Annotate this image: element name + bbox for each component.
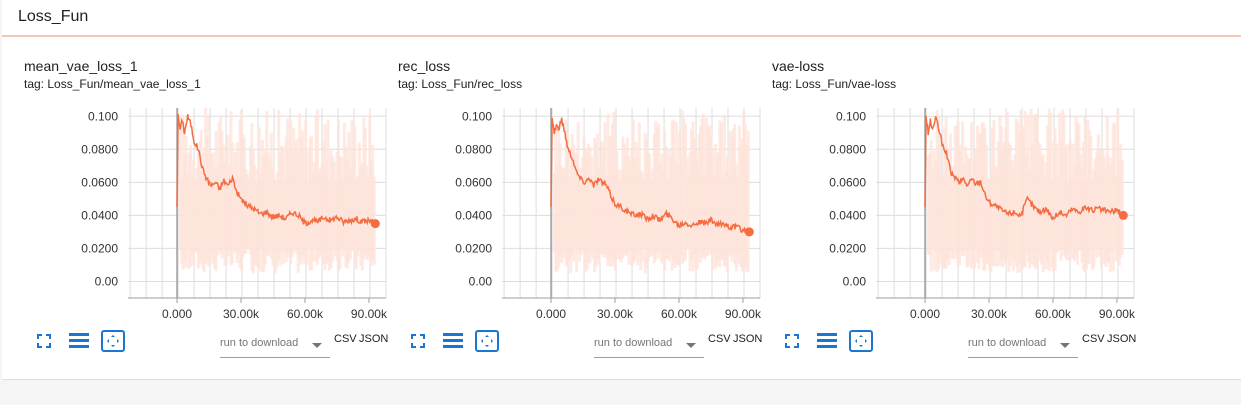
y-tick-label: 0.00 — [469, 274, 493, 288]
run-download-select[interactable]: run to download — [594, 335, 704, 358]
x-tick-label: 0.000 — [536, 307, 566, 321]
y-tick-label: 0.0200 — [829, 241, 866, 255]
y-tick-label: 0.00 — [843, 274, 867, 288]
card-title: Loss_Fun — [18, 8, 89, 25]
fit-domain-icon[interactable] — [849, 329, 873, 353]
card-header[interactable]: Loss_Fun — [2, 0, 1241, 37]
log-scale-icon[interactable] — [67, 329, 91, 353]
run-download-placeholder: run to download — [968, 337, 1047, 349]
y-tick-label: 0.0200 — [455, 241, 492, 255]
chart-tag: tag: Loss_Fun/mean_vae_loss_1 — [24, 77, 201, 91]
run-download-select[interactable]: run to download — [220, 335, 330, 358]
x-tick-label: 60.00k — [287, 307, 324, 321]
run-download-select[interactable]: run to download — [968, 335, 1078, 358]
y-tick-label: 0.0800 — [829, 142, 866, 156]
json-download-link[interactable]: JSON — [359, 333, 389, 345]
y-tick-label: 0.100 — [88, 109, 118, 123]
chart-plot[interactable]: 0.00 0.0200 0.0400 0.0600 0.0800 0.100 0.000 30… — [24, 102, 394, 322]
json-download-link[interactable]: JSON — [733, 333, 763, 345]
chart-title: vae-loss — [772, 58, 825, 74]
y-tick-label: 0.0600 — [81, 175, 118, 189]
smoothed-series-line — [176, 113, 376, 227]
y-tick-label: 0.100 — [836, 109, 866, 123]
y-tick-label: 0.100 — [462, 109, 492, 123]
fit-domain-icon[interactable] — [101, 329, 125, 353]
fit-domain-icon[interactable] — [475, 329, 499, 353]
x-tick-label: 30.00k — [597, 307, 634, 321]
chevron-down-icon — [312, 343, 322, 348]
chart-pane: vae-loss tag: Loss_Fun/vae-loss 0.00 0.02… — [772, 40, 1142, 370]
fullscreen-icon[interactable] — [406, 329, 430, 353]
y-tick-label: 0.0800 — [81, 142, 118, 156]
chart-plot[interactable]: 0.00 0.0200 0.0400 0.0600 0.0800 0.100 0.000 30… — [772, 102, 1142, 322]
fullscreen-icon[interactable] — [780, 329, 804, 353]
y-tick-label: 0.0800 — [455, 142, 492, 156]
y-tick-label: 0.0600 — [829, 175, 866, 189]
chart-tag: tag: Loss_Fun/rec_loss — [398, 77, 523, 91]
series-end-point — [744, 227, 754, 237]
chart-title: mean_vae_loss_1 — [24, 58, 138, 74]
x-tick-label: 0.000 — [162, 307, 192, 321]
run-download-placeholder: run to download — [594, 337, 673, 349]
fullscreen-icon[interactable] — [32, 329, 56, 353]
y-tick-label: 0.00 — [95, 274, 119, 288]
raw-data-band — [552, 110, 750, 274]
x-tick-label: 90.00k — [1099, 307, 1136, 321]
x-tick-label: 0.000 — [910, 307, 940, 321]
y-tick-label: 0.0600 — [455, 175, 492, 189]
chart-title: rec_loss — [398, 58, 451, 74]
chart-pane: mean_vae_loss_1 tag: Loss_Fun/mean_vae_l… — [24, 40, 394, 370]
x-tick-label: 60.00k — [1035, 307, 1072, 321]
csv-download-link[interactable]: CSV — [708, 333, 731, 345]
log-scale-icon[interactable] — [441, 329, 465, 353]
chart-pane: rec_loss tag: Loss_Fun/rec_loss 0.00 0.02… — [398, 40, 768, 370]
y-tick-label: 0.0200 — [81, 241, 118, 255]
x-tick-label: 30.00k — [971, 307, 1008, 321]
chevron-down-icon — [1060, 343, 1070, 348]
x-tick-label: 30.00k — [223, 307, 260, 321]
series-end-point — [1118, 210, 1128, 220]
series-end-point — [370, 219, 380, 229]
x-tick-label: 60.00k — [661, 307, 698, 321]
csv-download-link[interactable]: CSV — [334, 333, 357, 345]
csv-download-link[interactable]: CSV — [1082, 333, 1105, 345]
chart-tag: tag: Loss_Fun/vae-loss — [772, 77, 897, 91]
loss-fun-card: Loss_Fun mean_vae_loss_1 tag: Loss_Fun/m… — [2, 0, 1241, 380]
y-tick-label: 0.0400 — [829, 208, 866, 222]
y-tick-label: 0.0400 — [455, 208, 492, 222]
json-download-link[interactable]: JSON — [1107, 333, 1137, 345]
chart-plot[interactable]: 0.00 0.0200 0.0400 0.0600 0.0800 0.100 0.000 30… — [398, 102, 768, 322]
y-tick-label: 0.0400 — [81, 208, 118, 222]
raw-data-band — [926, 108, 1124, 273]
run-download-placeholder: run to download — [220, 337, 299, 349]
log-scale-icon[interactable] — [815, 329, 839, 353]
smoothed-series-line — [550, 117, 751, 235]
raw-data-band — [178, 108, 376, 274]
smoothed-series-line — [924, 115, 1124, 221]
x-tick-label: 90.00k — [351, 307, 388, 321]
x-tick-label: 90.00k — [725, 307, 762, 321]
chevron-down-icon — [686, 343, 696, 348]
